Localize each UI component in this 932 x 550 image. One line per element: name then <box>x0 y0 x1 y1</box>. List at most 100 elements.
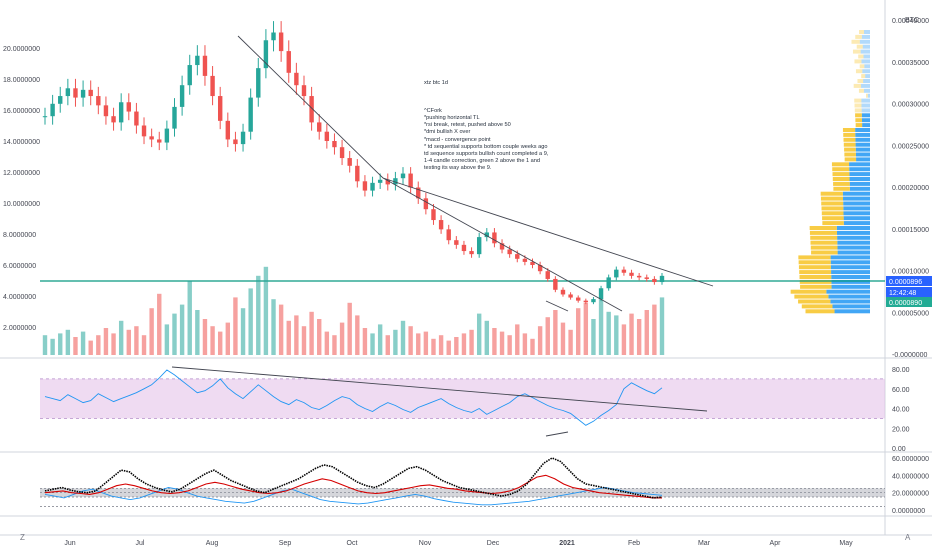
volume-profile-bar <box>855 137 870 142</box>
volume-bar <box>347 302 352 355</box>
candle-body <box>42 116 48 118</box>
volume-bar <box>126 329 131 355</box>
candle-body <box>507 249 512 255</box>
candle-body <box>545 271 550 279</box>
candle-body <box>332 141 337 148</box>
volume-bar <box>416 333 421 355</box>
candle-body <box>103 105 109 117</box>
volume-profile-bar <box>831 162 850 167</box>
volume-bar <box>545 317 550 355</box>
volume-profile-bar <box>856 44 863 49</box>
candle-body <box>370 182 375 191</box>
annotation-line: *macd - convergence point <box>424 136 491 143</box>
volume-bar <box>141 335 147 355</box>
candle-body <box>50 103 55 117</box>
volume-bar <box>50 338 55 355</box>
volume-profile-bar <box>855 152 870 157</box>
candle-body <box>286 51 291 73</box>
candle-body <box>324 131 330 141</box>
candle-body <box>164 128 170 143</box>
volume-profile-bar <box>798 255 831 260</box>
volume-profile-bar <box>862 69 870 74</box>
volume-profile-bar <box>821 206 844 211</box>
volume-bar <box>96 335 101 355</box>
price-tag-label: 12:42:48 <box>889 290 916 297</box>
candle-body <box>248 97 253 132</box>
volume-profile-bar <box>805 309 835 314</box>
volume-profile-bar <box>852 49 861 54</box>
volume-bar <box>309 311 314 355</box>
volume-profile-bar <box>863 30 870 34</box>
volume-profile-bar <box>811 250 838 255</box>
right-axis-label: 0.00005000 <box>892 310 929 317</box>
dmi-axis-label: 0.0000000 <box>892 508 925 515</box>
candle-body <box>400 173 406 179</box>
volume-bar <box>537 326 543 355</box>
volume-profile-bar <box>809 230 837 235</box>
volume-profile-bar <box>836 230 870 235</box>
candle-body <box>446 229 451 241</box>
volume-profile-bar <box>849 177 870 181</box>
dmi-plus-line <box>44 474 662 499</box>
candle-body <box>96 96 101 106</box>
dmi-minus-line <box>44 487 663 506</box>
right-axis-label: 0.00015000 <box>892 227 929 234</box>
candle-body <box>362 181 368 191</box>
volume-profile-bar <box>854 59 862 64</box>
auto-scale-icon[interactable]: A <box>905 533 911 542</box>
volume-profile-bar <box>855 34 862 39</box>
rsi-axis-label: 80.00 <box>892 367 910 374</box>
volume-profile-bar <box>855 147 870 152</box>
right-axis-label: -0.0000000 <box>892 352 928 359</box>
volume-bar <box>42 335 48 355</box>
rsi-axis-label: 20.00 <box>892 426 910 433</box>
price-axis-label: 14.0000000 <box>3 139 40 146</box>
volume-profile-bar <box>859 39 870 44</box>
volume-profile-bar <box>831 284 870 289</box>
volume-profile-bar <box>826 289 870 294</box>
time-axis-label: Dec <box>487 540 500 547</box>
volume-bar <box>507 335 512 355</box>
candle-body <box>530 261 535 265</box>
volume-bar <box>317 319 322 355</box>
right-axis-label: 0.00020000 <box>892 185 929 192</box>
volume-bar <box>385 335 390 355</box>
candle-body <box>377 179 383 183</box>
volume-profile-bar <box>854 98 862 103</box>
volume-profile-bar <box>858 88 864 93</box>
timezone-icon[interactable]: Z <box>20 533 25 542</box>
volume-profile-bar <box>843 221 870 226</box>
price-axis-label: 2.0000000 <box>3 325 36 332</box>
annotation-note: xtz btc 1d ^CFork *pushing horizontal TL *… <box>424 73 599 180</box>
volume-bar <box>377 324 383 355</box>
volume-profile-bar <box>859 30 864 34</box>
annotation-line: td sequence supports bullish count compl… <box>424 151 549 158</box>
volume-profile-bar <box>851 39 860 44</box>
volume-profile-bar <box>858 54 864 59</box>
volume-profile-bar <box>790 289 827 294</box>
time-axis-label: Aug <box>206 540 219 547</box>
volume-bar <box>157 293 162 355</box>
candle-body <box>263 40 269 69</box>
volume-profile-bar <box>849 181 870 186</box>
volume-bar <box>431 338 436 355</box>
trendline-upper <box>237 35 384 179</box>
annotation-line: testing its way above the 9. <box>424 165 492 172</box>
right-axis-label: 0.00010000 <box>892 269 929 276</box>
right-axis-label: 0.00035000 <box>892 60 929 67</box>
price-tag <box>886 287 932 297</box>
volume-bar <box>614 315 619 355</box>
volume-profile-bar <box>821 201 844 206</box>
time-axis-label: Feb <box>628 540 640 547</box>
time-axis-label: Jun <box>64 540 75 547</box>
candle-body <box>606 277 611 289</box>
volume-profile-bar <box>861 74 866 79</box>
volume-bar <box>522 333 528 355</box>
volume-bar <box>278 304 284 355</box>
volume-profile-bar <box>831 275 870 279</box>
volume-bar <box>324 331 330 355</box>
volume-bar <box>560 322 566 355</box>
candle-body <box>240 131 246 145</box>
candle-body <box>568 294 573 298</box>
dmi-adx-line <box>44 457 663 499</box>
